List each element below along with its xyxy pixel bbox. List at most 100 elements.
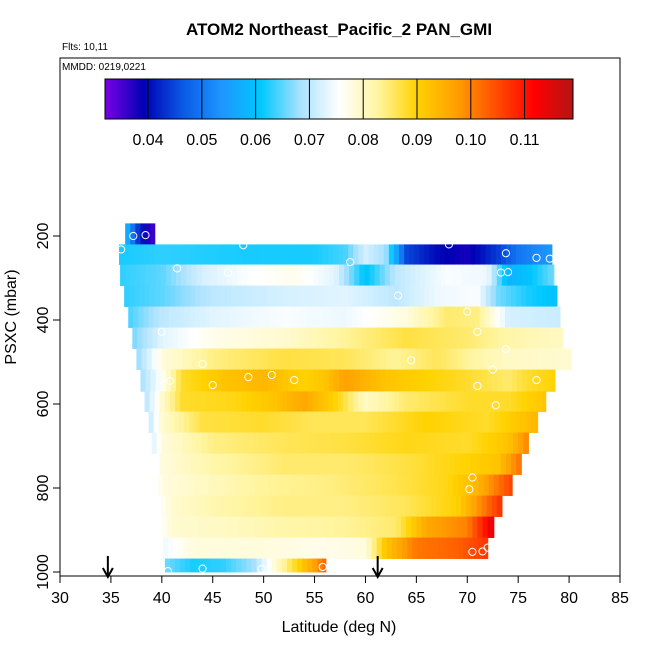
heatmap-cell: [360, 348, 367, 370]
heatmap-cell: [196, 264, 203, 286]
heatmap-cell: [391, 327, 398, 349]
heatmap-cell: [329, 432, 336, 454]
heatmap-cell: [297, 391, 303, 412]
down-arrow-icon: [371, 556, 384, 580]
heatmap-cell: [534, 327, 541, 349]
heatmap-cell: [453, 327, 459, 349]
heatmap-cell: [351, 474, 357, 496]
heatmap-cell: [215, 244, 222, 265]
curtain-heatmap: [119, 223, 572, 573]
heatmap-cell: [256, 391, 263, 412]
heatmap-cell: [548, 348, 555, 370]
heatmap-cell: [394, 495, 401, 517]
heatmap-cell: [290, 537, 296, 559]
heatmap-cell: [520, 411, 526, 433]
heatmap-cell: [398, 411, 404, 433]
colorbar-tick-label: 0.04: [132, 132, 163, 149]
heatmap-cell: [362, 306, 369, 328]
heatmap-cell: [284, 432, 290, 454]
heatmap-cell: [366, 474, 373, 496]
heatmap-cell: [351, 327, 357, 349]
heatmap-cell: [310, 537, 317, 559]
heatmap-cell: [213, 537, 220, 559]
heatmap-cell: [217, 348, 224, 370]
heatmap-cell: [309, 432, 316, 454]
heatmap-cell: [499, 306, 506, 328]
heatmap-cell: [144, 391, 151, 412]
heatmap-cell: [502, 348, 509, 370]
heatmap-cell: [220, 558, 227, 573]
heatmap-cell: [187, 348, 193, 370]
heatmap-cell: [213, 327, 220, 349]
heatmap-cell: [217, 432, 224, 454]
heatmap-cell: [264, 537, 271, 559]
heatmap-cell: [352, 306, 358, 328]
observation-point: [463, 307, 472, 316]
heatmap-cell: [275, 411, 282, 433]
heatmap-cell: [297, 285, 303, 307]
heatmap-cell: [521, 391, 527, 412]
heatmap-cell: [298, 495, 304, 517]
heatmap-cell: [254, 474, 261, 496]
heatmap-cell: [238, 432, 244, 454]
heatmap-cell: [173, 327, 179, 349]
heatmap-cell: [407, 537, 413, 559]
heatmap-cell: [475, 244, 482, 265]
heatmap-cell: [468, 474, 474, 496]
heatmap-cell: [251, 285, 258, 307]
heatmap-cell: [482, 432, 489, 454]
heatmap-cell: [313, 369, 320, 392]
heatmap-cell: [234, 537, 240, 559]
x-tick-label: 85: [611, 590, 629, 607]
heatmap-cell: [319, 432, 326, 454]
heatmap-cell: [249, 327, 256, 349]
heatmap-cell: [376, 327, 383, 349]
heatmap-cell: [288, 264, 294, 286]
heatmap-cell: [203, 537, 210, 559]
heatmap-cell: [310, 327, 317, 349]
heatmap-cell: [306, 411, 313, 433]
heatmap-cell: [437, 474, 444, 496]
heatmap-cell: [288, 495, 294, 517]
y-axis-label: PSXC (mbar): [3, 269, 20, 364]
heatmap-cell: [428, 411, 435, 433]
heatmap-cell: [291, 306, 297, 328]
heatmap-cell: [278, 348, 285, 370]
heatmap-cell: [277, 264, 284, 286]
heatmap-cell: [206, 264, 213, 286]
heatmap-cell: [278, 516, 285, 538]
heatmap-cell: [410, 495, 416, 517]
heatmap-cell: [211, 369, 218, 392]
heatmap-cell: [223, 327, 230, 349]
heatmap-cell: [248, 432, 255, 454]
heatmap-cell: [504, 411, 511, 433]
heatmap-cell: [235, 411, 241, 433]
heatmap-cell: [371, 327, 378, 349]
heatmap-cell: [156, 432, 163, 454]
heatmap-cell: [240, 411, 246, 433]
heatmap-cell: [242, 264, 248, 286]
heatmap-cell: [128, 306, 134, 328]
heatmap-cell: [368, 391, 375, 412]
observation-points: [116, 231, 554, 576]
heatmap-cell: [409, 453, 415, 475]
heatmap-cell: [239, 474, 245, 496]
heatmap-cell: [234, 474, 240, 496]
heatmap-cell: [268, 516, 275, 538]
heatmap-cell: [276, 285, 283, 307]
heatmap-cell: [187, 432, 193, 454]
heatmap-cell: [459, 306, 465, 328]
heatmap-cell: [389, 369, 396, 392]
heatmap-cell: [399, 453, 405, 475]
heatmap-cell: [323, 495, 330, 517]
heatmap-cell: [420, 369, 427, 392]
heatmap-cell: [335, 474, 342, 496]
heatmap-cell: [531, 391, 538, 412]
heatmap-cell: [500, 453, 507, 475]
heatmap-cell: [141, 348, 148, 370]
heatmap-cell: [232, 369, 238, 392]
heatmap-cell: [184, 306, 190, 328]
heatmap-cell: [471, 495, 478, 517]
heatmap-cell: [272, 369, 279, 392]
heatmap-cell: [366, 537, 373, 559]
